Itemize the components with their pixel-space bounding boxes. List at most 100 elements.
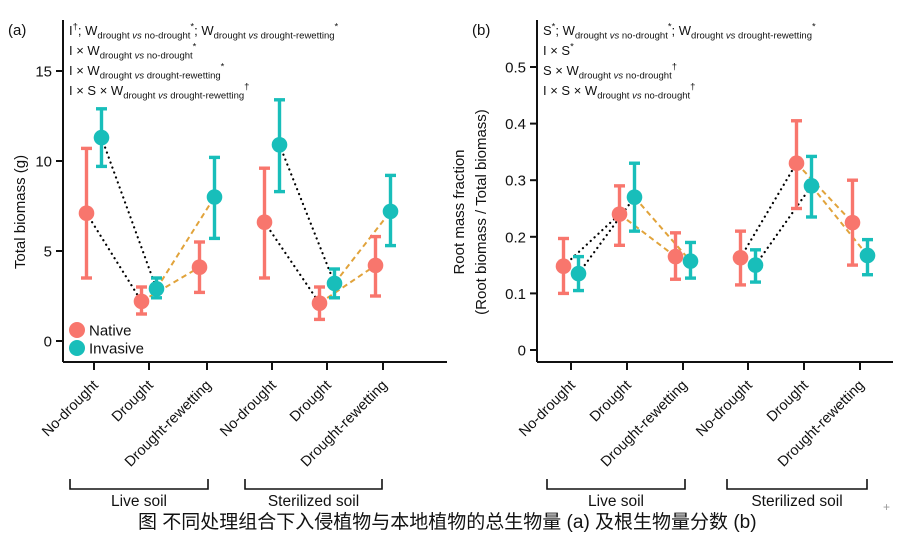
stat-annotation-segment: vs: [248, 31, 258, 42]
soil-group-bracket: [244, 479, 383, 490]
y-tick-label: 0.3: [505, 173, 526, 190]
legend-label: Native: [89, 323, 132, 340]
x-tick-label: Drought: [109, 378, 157, 426]
soil-group-bracket: [69, 479, 209, 490]
stat-annotation-segment: †: [672, 62, 677, 73]
stat-annotation-segment: vs: [614, 71, 624, 82]
data-point-invasive: [93, 129, 110, 146]
data-point-invasive: [626, 189, 643, 205]
y-axis-title: Root mass fraction: [451, 149, 468, 274]
stat-annotation-segment: no-drought: [144, 51, 193, 62]
stat-annotation-segment: drought: [691, 31, 726, 42]
stat-annotation-segment: drought: [123, 91, 158, 102]
stat-annotation-segment: vs: [726, 31, 736, 42]
stat-annotation-segment: drought: [100, 71, 135, 82]
connector-line: [263, 221, 321, 305]
stat-annotation-segment: drought: [97, 31, 132, 42]
y-tick-label: 10: [35, 154, 52, 171]
data-point-native: [611, 206, 628, 222]
stat-annotation-segment: ; W: [78, 23, 98, 38]
connector-line: [754, 184, 813, 267]
stat-annotation-segment: †: [244, 82, 249, 93]
y-axis-title: (Root biomass / Total biomass): [473, 109, 490, 315]
data-point-native: [667, 248, 684, 265]
panel-label: (b): [472, 22, 490, 39]
soil-group-label: Sterilized soil: [751, 493, 842, 510]
stat-annotation-segment: *: [190, 22, 194, 33]
connector-line: [85, 212, 143, 303]
data-point-native: [191, 259, 208, 276]
stat-annotation-segment: *: [193, 42, 197, 53]
y-tick-label: 0: [518, 343, 526, 360]
connector-line: [140, 266, 201, 303]
data-point-native: [78, 205, 95, 221]
data-point-invasive: [803, 178, 820, 194]
y-tick-label: 0: [44, 334, 52, 351]
stat-annotation-segment: vs: [132, 31, 142, 42]
connector-line: [739, 162, 798, 259]
stat-annotation-segment: *: [668, 22, 672, 33]
stat-annotation-segment: drought: [575, 31, 610, 42]
legend-swatch-invasive: [69, 340, 85, 356]
connector-line: [100, 136, 158, 290]
x-tick-label: Drought: [587, 378, 635, 426]
data-point-invasive: [382, 203, 399, 220]
panel-label: (a): [8, 22, 26, 39]
stat-annotation-segment: I × S: [543, 43, 570, 58]
stat-annotation-segment: vs: [135, 71, 145, 82]
stat-annotation-segment: I × W: [69, 63, 100, 78]
stat-annotation-segment: ; W: [194, 23, 214, 38]
stat-annotation-segment: no-drought: [642, 91, 691, 102]
x-tick-label: No-drought: [39, 378, 102, 441]
connector-line: [795, 162, 854, 224]
stat-annotation-segment: no-drought: [619, 31, 668, 42]
soil-group-label: Live soil: [111, 493, 167, 510]
y-tick-label: 0.5: [505, 60, 526, 77]
stat-annotation-segment: *: [812, 22, 816, 33]
stat-annotation-line: I × S × Wdrought vs no-drought†: [543, 82, 695, 102]
stat-annotation-line: I†; Wdrought vs no-drought*; Wdrought vs…: [69, 22, 339, 42]
data-point-native: [555, 258, 572, 275]
x-tick-label: No-drought: [516, 378, 579, 441]
data-point-invasive: [206, 189, 223, 205]
stat-annotation-segment: S × W: [543, 63, 579, 78]
stat-annotation-line: I × Wdrought vs drought-rewetting*: [69, 62, 225, 82]
stat-annotation-segment: vs: [158, 91, 168, 102]
data-point-native: [133, 293, 150, 310]
connector-line: [333, 210, 392, 285]
stat-annotation-segment: drought-rewetting: [144, 71, 221, 82]
soil-group-bracket: [546, 479, 686, 490]
stat-annotation-segment: drought-rewetting: [735, 31, 812, 42]
figure: (a) 0 5 10 15 Total biomass (g) No-drought Drou…: [8, 20, 893, 533]
stat-annotation-line: I × S × Wdrought vs drought-rewetting†: [69, 82, 249, 102]
y-tick-label: 0.4: [505, 116, 526, 133]
connector-line: [318, 264, 377, 305]
connector-line: [562, 213, 621, 268]
data-point-native: [788, 155, 805, 172]
stat-annotation-segment: drought: [597, 91, 632, 102]
data-point-native: [256, 214, 273, 230]
stat-annotation-segment: vs: [632, 91, 642, 102]
data-point-native: [844, 214, 861, 231]
y-axis-title: Total biomass (g): [12, 155, 29, 269]
panel-b: (b) 0 0.1 0.2 0.3 0.4 0.5 Root mass fraction (Ro…: [451, 20, 893, 510]
stat-annotation-line: S × Wdrought vs no-drought†: [543, 62, 677, 82]
stat-annotation-segment: vs: [135, 51, 145, 62]
stat-annotation-segment: no-drought: [623, 71, 672, 82]
y-tick-label: 0.2: [505, 229, 526, 246]
stat-annotation-segment: drought-rewetting: [258, 31, 335, 42]
stat-annotation-line: I × Wdrought vs no-drought*: [69, 42, 197, 62]
stat-annotation-segment: *: [221, 62, 225, 73]
soil-group-label: Sterilized soil: [268, 493, 359, 510]
stat-annotation-segment: †: [690, 82, 695, 93]
x-tick-label: Drought: [287, 378, 335, 426]
stat-annotation-segment: drought: [579, 71, 614, 82]
connector-line: [278, 143, 336, 285]
stat-annotation-segment: ; W: [672, 23, 692, 38]
soil-group-bracket: [726, 479, 868, 490]
stat-annotation-segment: *: [570, 42, 574, 53]
figure-caption-partial: 图 不同处理组合下入侵植物与本地植物的总生物量 (a) 及根生物量分数 (b): [138, 512, 757, 533]
y-tick-label: 5: [44, 244, 52, 261]
data-point-invasive: [326, 275, 343, 292]
